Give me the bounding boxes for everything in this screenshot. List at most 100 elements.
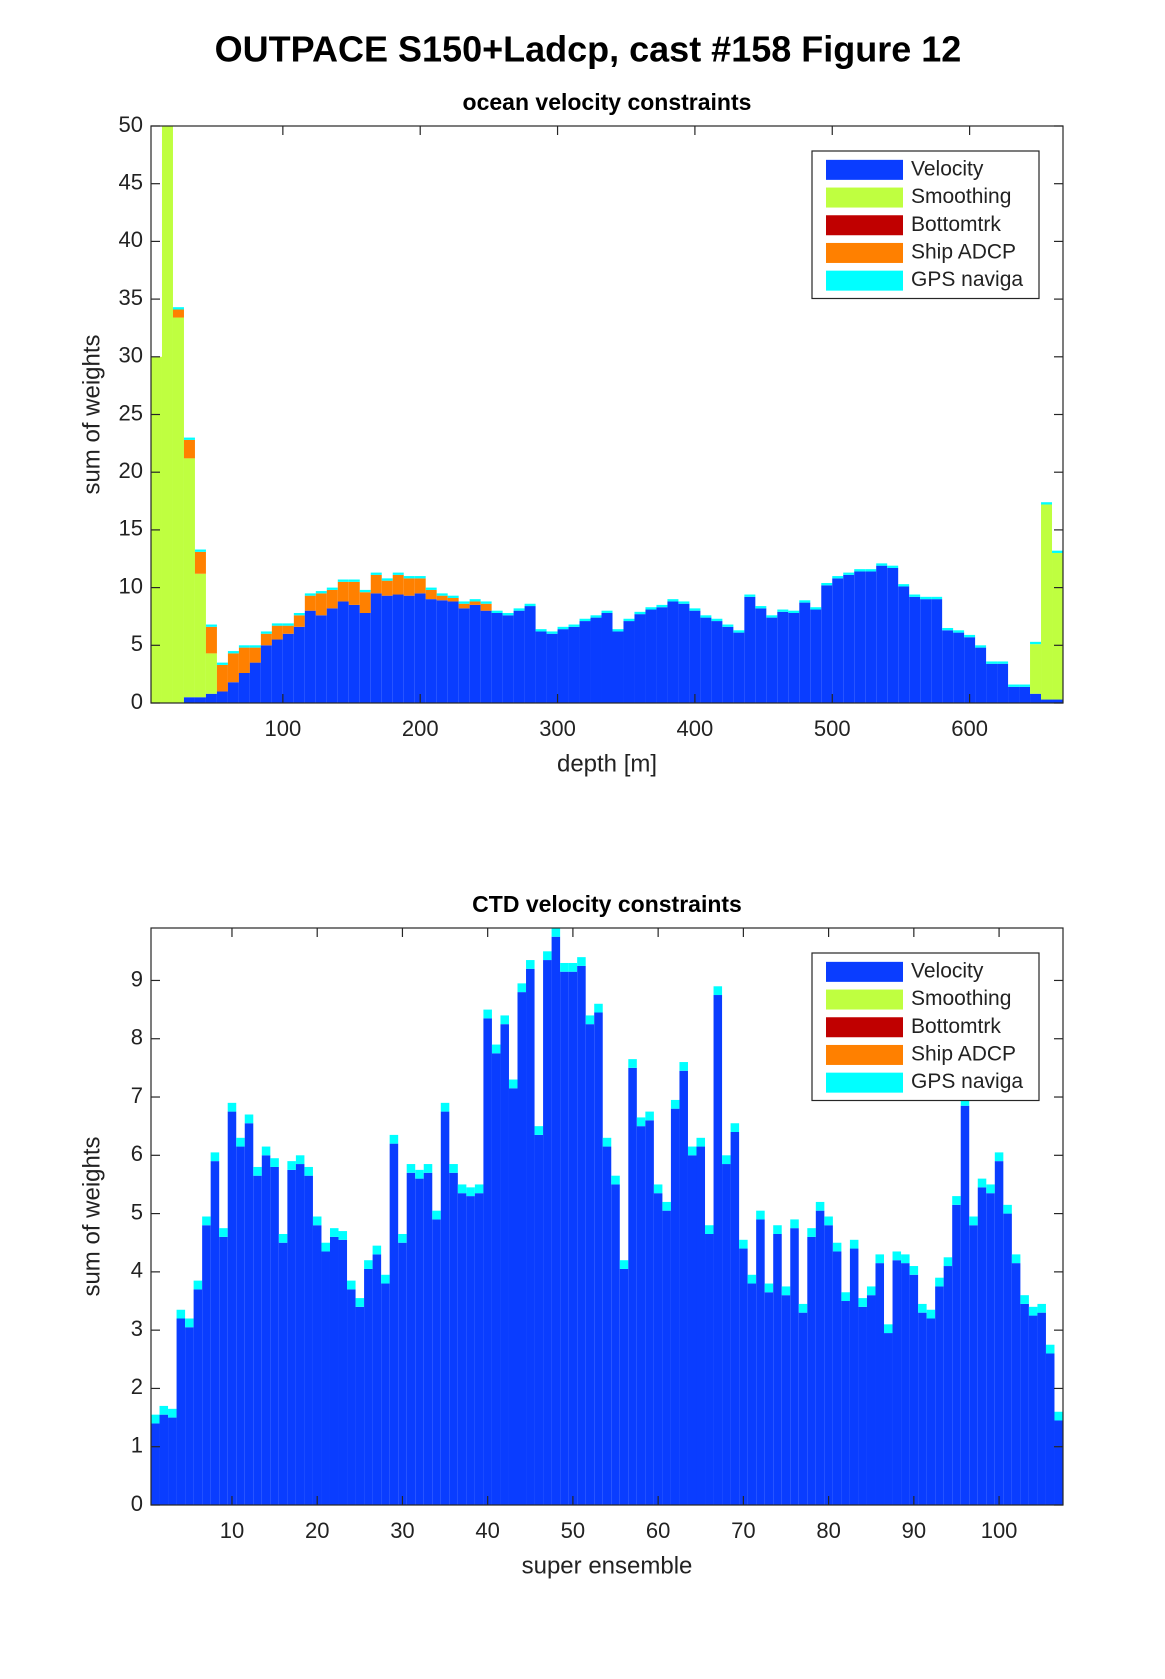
bar-segment <box>744 594 756 597</box>
bar-segment <box>425 599 437 703</box>
bar-segment <box>1052 550 1063 553</box>
bar-segment <box>711 618 723 622</box>
bar-segment <box>227 651 239 654</box>
bar-segment <box>193 1280 203 1290</box>
bar-segment <box>1020 1295 1029 1304</box>
bar-segment <box>414 576 426 579</box>
bar-segment <box>1011 1254 1021 1264</box>
bar-segment <box>312 1225 322 1505</box>
bar-segment <box>168 1417 177 1505</box>
bar-segment <box>260 631 272 634</box>
legend-label: Bottomtrk <box>911 1015 1001 1038</box>
bar-segment <box>866 1286 876 1296</box>
bar-segment <box>560 962 569 972</box>
legend-swatch <box>826 159 903 180</box>
bar-segment <box>997 661 1009 664</box>
bar-segment <box>278 1242 288 1505</box>
bar-segment <box>176 1318 186 1505</box>
bar-segment <box>381 1274 390 1284</box>
bar-segment <box>865 571 877 703</box>
bar-segment <box>535 629 547 632</box>
bar-segment <box>722 1155 731 1165</box>
bar-segment <box>969 1225 978 1505</box>
bar-segment <box>953 632 965 703</box>
bar-segment <box>526 960 535 969</box>
bar-segment <box>227 1111 237 1505</box>
bar-segment <box>159 1414 169 1505</box>
bar-segment <box>216 691 228 703</box>
axes-box <box>150 927 1064 1506</box>
bar-segment <box>849 1248 859 1505</box>
legend-label: Smoothing <box>911 185 1011 208</box>
x-tick-label: 90 <box>902 1518 926 1543</box>
bar-segment <box>892 1251 902 1261</box>
bar-segment <box>997 663 1009 703</box>
legend-swatch <box>826 187 903 208</box>
bar-segment <box>381 1283 390 1505</box>
bar-segment <box>875 1254 885 1264</box>
bar-segment <box>480 610 492 703</box>
bar-segment <box>172 317 184 703</box>
bar-segment <box>611 1184 620 1505</box>
bar-segment <box>849 1239 859 1249</box>
bar-segment <box>244 1123 254 1505</box>
bar-segment <box>935 1286 944 1505</box>
y-tick-label: 40 <box>119 227 143 252</box>
bar-segment <box>483 1009 492 1019</box>
bar-segment <box>1028 1306 1038 1316</box>
bar-segment <box>909 1274 919 1505</box>
bar-segment <box>952 1196 961 1205</box>
bar-segment <box>392 572 404 575</box>
bar-segment <box>513 610 525 703</box>
bar-segment <box>227 682 239 703</box>
bar-segment <box>1054 1420 1063 1505</box>
bar-segment <box>815 1210 825 1505</box>
bar-segment <box>560 971 569 1505</box>
bar-segment <box>909 596 921 703</box>
bar-segment <box>304 595 316 611</box>
bar-segment <box>713 986 723 996</box>
bar-segment <box>579 621 591 703</box>
bar-segment <box>1008 686 1020 703</box>
bar-segment <box>194 551 206 574</box>
bar-segment <box>337 601 349 703</box>
y-tick-label: 0 <box>131 689 143 714</box>
chart: 0 5 10 15 20 25 30 35 40 45 50 100 200 300 400 500 600 oc… <box>78 89 1064 777</box>
bar-segment <box>543 951 552 961</box>
bar-segment <box>338 1231 348 1240</box>
bar-segment <box>458 601 470 604</box>
bar-segment <box>1037 1312 1046 1505</box>
bar-segment <box>843 574 855 703</box>
bar-segment <box>524 606 536 703</box>
legend-label: Ship ADCP <box>911 1042 1016 1065</box>
y-axis-label: sum of weights <box>78 1136 105 1296</box>
bar-segment <box>602 1146 612 1505</box>
bar-segment <box>755 606 767 609</box>
bar-segment <box>293 612 305 616</box>
bar-segment <box>271 639 283 703</box>
bar-segment <box>1052 552 1063 700</box>
bar-segment <box>977 1187 987 1505</box>
bar-segment <box>508 1079 518 1089</box>
bar-segment <box>696 1146 706 1505</box>
bar-segment <box>994 1152 1004 1162</box>
bar-segment <box>815 1201 825 1211</box>
bar-segment <box>653 1184 663 1194</box>
y-axis-label: sum of weights <box>78 334 105 494</box>
bar-segment <box>398 1242 407 1505</box>
x-tick-label: 200 <box>402 716 439 741</box>
bar-segment <box>348 579 360 582</box>
bar-segment <box>304 1166 313 1176</box>
bar-segment <box>756 1210 765 1220</box>
y-tick-label: 20 <box>119 458 143 483</box>
bar-segment <box>865 569 877 572</box>
bar-segment <box>645 609 657 703</box>
bar-segment <box>172 309 184 318</box>
bar-segment <box>278 1233 288 1243</box>
bar-segment <box>568 962 578 972</box>
bar-segment <box>287 1161 296 1170</box>
bar-segment <box>942 630 954 703</box>
bar-segment <box>236 1146 245 1505</box>
bar-segment <box>219 1228 228 1237</box>
bar-segment <box>909 594 921 597</box>
